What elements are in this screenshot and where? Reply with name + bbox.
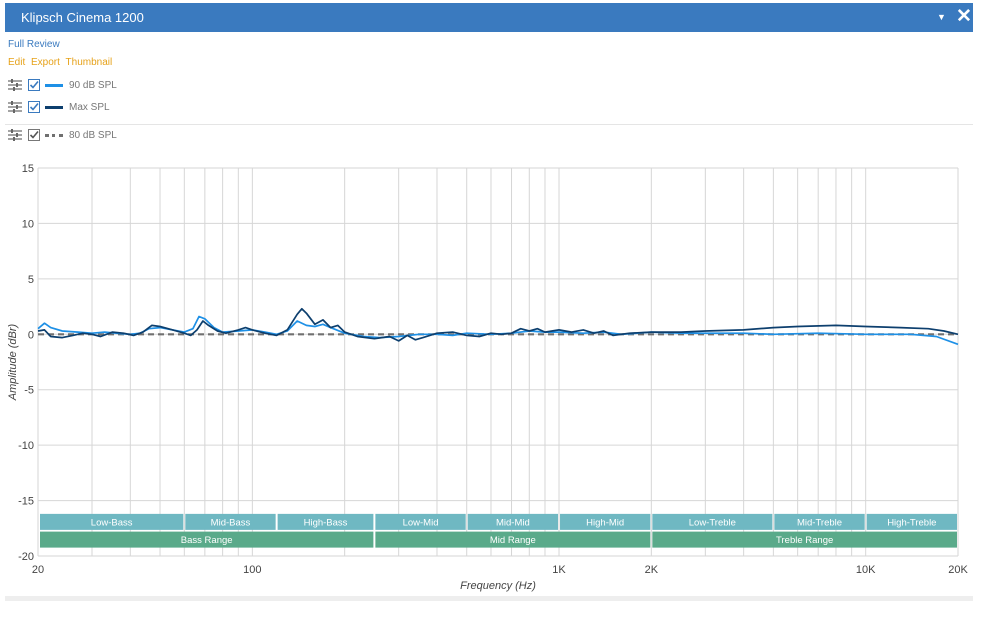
band-bass-range (40, 531, 374, 548)
band-label: Low-Mid (403, 517, 439, 528)
x-tick-label: 20 (32, 564, 44, 576)
band-label: Mid-Mid (496, 517, 530, 528)
series-max-spl (37, 307, 959, 342)
window-title: Klipsch Cinema 1200 (21, 10, 144, 25)
y-tick-label: 10 (22, 218, 34, 230)
frequency-response-chart: Low-Bass Mid-Bass High-Bass Low-Mid Mid-Mid H… (7, 163, 968, 592)
y-tick-label: -10 (18, 440, 34, 452)
grid (37, 167, 959, 557)
checkbox-icon[interactable] (28, 101, 40, 113)
band-mid-mid (467, 513, 559, 530)
checkbox-icon[interactable] (28, 129, 40, 141)
x-tick-label: 1K (552, 564, 566, 576)
band-low-bass (40, 513, 184, 530)
export-link[interactable]: Export (31, 57, 60, 68)
band-label: High-Bass (304, 517, 348, 528)
band-label: Low-Treble (689, 517, 736, 528)
band-label: High-Mid (586, 517, 624, 528)
y-tick-label: 15 (22, 163, 34, 175)
y-tick-label: -5 (24, 385, 34, 397)
band-high-treble (866, 513, 957, 530)
x-tick-label: 20K (948, 564, 968, 576)
window-titlebar: Klipsch Cinema 1200 ▼ ✕ (5, 3, 973, 32)
legend-label: Max SPL (69, 101, 110, 113)
legend-row-max: Max SPL (8, 98, 110, 116)
band-label: Treble Range (776, 535, 833, 546)
range-bands: Low-Bass Mid-Bass High-Bass Low-Mid Mid-Mid H… (40, 513, 957, 548)
band-high-bass (277, 513, 374, 530)
y-axis-label: Amplitude (dBr) (7, 323, 19, 401)
thumbnail-link[interactable]: Thumbnail (65, 57, 113, 68)
band-high-mid (560, 513, 651, 530)
x-tick-label: 2K (645, 564, 659, 576)
full-review-link[interactable]: Full Review (8, 39, 60, 50)
legend-swatch (45, 83, 63, 87)
legend-row-80db: 80 dB SPL (8, 126, 117, 144)
x-tick-label: 10K (856, 564, 876, 576)
band-mid-range (375, 531, 651, 548)
footer-bar (5, 596, 973, 601)
band-label: Mid-Bass (211, 517, 251, 528)
band-label: Bass Range (181, 535, 233, 546)
legend-label: 80 dB SPL (69, 129, 117, 141)
divider (5, 124, 973, 125)
edit-link[interactable]: Edit (8, 57, 26, 68)
band-treble-range (652, 531, 957, 548)
y-tick-label: 0 (28, 329, 34, 341)
band-low-treble (652, 513, 773, 530)
dropdown-caret-icon[interactable]: ▼ (937, 12, 946, 22)
action-links: Edit Export Thumbnail (8, 57, 115, 68)
y-tick-label: 5 (28, 274, 34, 286)
band-label: High-Treble (887, 517, 936, 528)
close-icon[interactable]: ✕ (956, 6, 972, 27)
y-tick-label: -20 (18, 551, 34, 563)
x-axis-label: Frequency (Hz) (460, 580, 536, 592)
band-mid-bass (185, 513, 276, 530)
band-label: Mid Range (490, 535, 536, 546)
checkbox-icon[interactable] (28, 79, 40, 91)
legend-row-90db: 90 dB SPL (8, 76, 117, 94)
legend-label: 90 dB SPL (69, 79, 117, 91)
series-lines (37, 307, 959, 346)
band-low-mid (375, 513, 466, 530)
legend-swatch (45, 105, 63, 109)
band-label: Low-Bass (91, 517, 133, 528)
x-tick-label: 100 (243, 564, 261, 576)
sliders-icon[interactable] (8, 129, 22, 141)
sliders-icon[interactable] (8, 101, 22, 113)
band-mid-treble (774, 513, 865, 530)
sliders-icon[interactable] (8, 79, 22, 91)
legend-swatch (45, 133, 63, 137)
band-label: Mid-Treble (797, 517, 842, 528)
y-tick-label: -15 (18, 496, 34, 508)
